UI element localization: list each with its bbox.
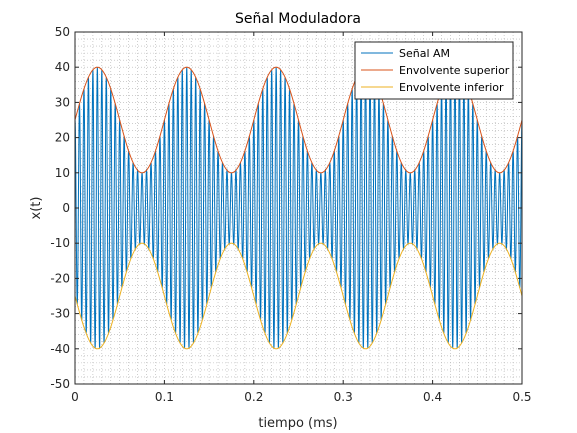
y-tick-label: 10 bbox=[55, 166, 70, 180]
chart-title: Señal Moduladora bbox=[235, 11, 361, 27]
x-tick-label: 0 bbox=[71, 390, 79, 404]
x-tick-label: 0.1 bbox=[155, 390, 174, 404]
y-tick-label: 50 bbox=[55, 25, 70, 39]
y-axis-label: x(t) bbox=[29, 197, 44, 220]
legend: Señal AM Envolvente superior Envolvente in… bbox=[355, 42, 513, 99]
y-tick-label: -30 bbox=[50, 307, 70, 321]
legend-label-upper-envelope: Envolvente superior bbox=[399, 64, 510, 77]
legend-label-lower-envelope: Envolvente inferior bbox=[399, 81, 504, 94]
y-tick-label: -40 bbox=[50, 342, 70, 356]
y-tick-label: 40 bbox=[55, 60, 70, 74]
x-tick-label: 0.5 bbox=[512, 390, 531, 404]
y-tick-label: 30 bbox=[55, 95, 70, 109]
y-tick-label: -50 bbox=[50, 377, 70, 391]
y-tick-label: 20 bbox=[55, 131, 70, 145]
y-tick-label: -10 bbox=[50, 236, 70, 250]
legend-label-am-signal: Señal AM bbox=[399, 47, 450, 60]
x-axis-label: tiempo (ms) bbox=[258, 416, 337, 431]
x-tick-label: 0.2 bbox=[244, 390, 263, 404]
x-tick-label: 0.4 bbox=[423, 390, 442, 404]
x-tick-label: 0.3 bbox=[334, 390, 353, 404]
y-tick-label: -20 bbox=[50, 271, 70, 285]
y-tick-label: 0 bbox=[62, 201, 70, 215]
